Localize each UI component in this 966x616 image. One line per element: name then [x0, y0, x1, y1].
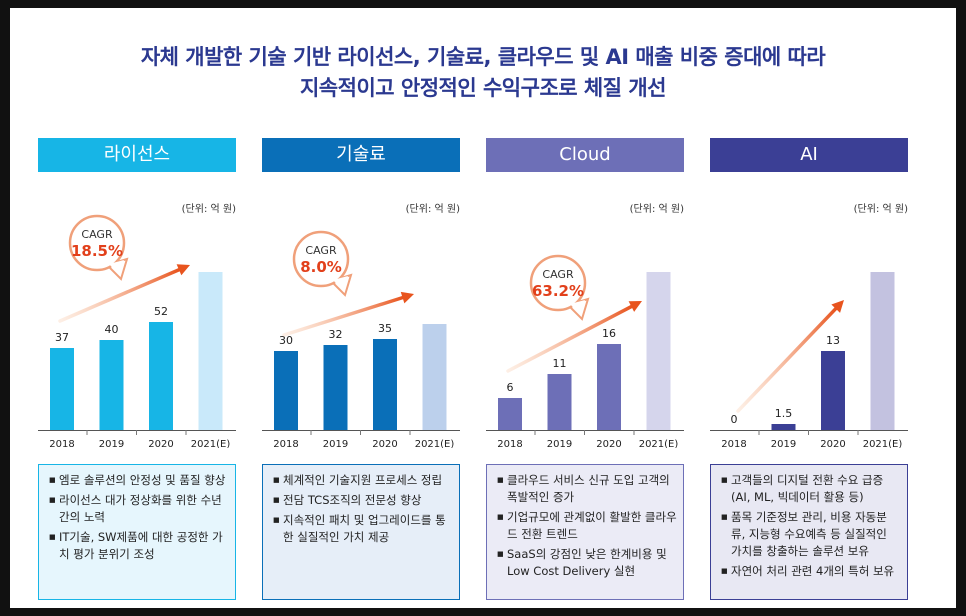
x-tick-label: 2021(E): [191, 439, 231, 448]
bullet-item: 기업규모에 관계없이 활발한 클라우드 전환 트렌드: [497, 509, 677, 543]
trend-arrowhead: [176, 264, 190, 276]
data-label: 16: [602, 327, 616, 340]
data-label: 35: [378, 322, 392, 335]
tab-title: AI: [710, 138, 908, 172]
x-tick-label: 2021(E): [415, 439, 455, 448]
bar: [99, 340, 124, 430]
panel-ai: AI (단위: 억 원) 0 2018 1.5 2019 13 2020 2021(E) 고…: [710, 138, 908, 600]
x-tick-label: 2020: [148, 439, 173, 448]
bullet-item: 클라우드 서비스 신규 도입 고객의 폭발적인 증가: [497, 472, 677, 506]
trend-arrowhead: [628, 301, 642, 312]
x-tick-label: 2018: [497, 439, 522, 448]
bullet-item: SaaS의 강점인 낮은 한계비용 및 Low Cost Delivery 실현: [497, 546, 677, 580]
tab-title: Cloud: [486, 138, 684, 172]
trend-arrow: [282, 295, 405, 337]
cagr-value: 18.5%: [71, 242, 123, 260]
x-tick-label: 2021(E): [863, 439, 903, 448]
cagr-bubble: [68, 214, 126, 272]
bar-forecast: [646, 272, 671, 430]
bar: [547, 374, 572, 430]
data-label: 13: [826, 334, 840, 347]
x-tick-label: 2020: [596, 439, 621, 448]
bar: [149, 322, 173, 430]
bar-chart: 0 2018 1.5 2019 13 2020 2021(E): [710, 272, 908, 448]
bullet-box: 체계적인 기술지원 프로세스 정립 전담 TCS조직의 전문성 향상 지속적인 …: [262, 464, 460, 600]
bar: [274, 351, 298, 430]
data-label: 11: [553, 357, 567, 370]
cagr-label: CAGR: [81, 228, 113, 241]
trend-arrowhead: [400, 291, 414, 304]
data-label: 32: [329, 328, 343, 341]
trend-arrow: [736, 306, 838, 413]
x-tick-label: 2019: [99, 439, 124, 448]
bar: [50, 348, 74, 430]
bar-forecast: [422, 324, 447, 430]
bullet-item: 자연어 처리 관련 4개의 특허 보유: [721, 563, 901, 580]
bar: [771, 424, 796, 430]
data-label: 30: [279, 334, 293, 347]
headline: 자체 개발한 기술 기반 라이선스, 기술료, 클라우드 및 AI 매출 비중 …: [10, 42, 956, 104]
bullet-item: 엠로 솔루션의 안정성 및 품질 향상: [49, 472, 229, 489]
bar-forecast: [198, 272, 223, 430]
bar: [373, 339, 397, 430]
bullet-box: 엠로 솔루션의 안정성 및 품질 향상 라이선스 대가 정상화를 위한 수년간의…: [38, 464, 236, 600]
bullet-item: 지속적인 패치 및 업그레이드를 통한 실질적인 가치 제공: [273, 512, 453, 546]
x-tick-label: 2018: [273, 439, 298, 448]
slide: 자체 개발한 기술 기반 라이선스, 기술료, 클라우드 및 AI 매출 비중 …: [10, 8, 956, 608]
bullet-item: 라이선스 대가 정상화를 위한 수년간의 노력: [49, 492, 229, 526]
data-label: 1.5: [775, 407, 793, 420]
bar: [821, 351, 845, 430]
cagr-label: CAGR: [542, 268, 574, 281]
cagr-bubble: [529, 254, 587, 312]
cagr-bubble: [292, 230, 350, 288]
data-label: 37: [55, 331, 69, 344]
x-tick-label: 2018: [721, 439, 746, 448]
trend-arrow: [506, 304, 634, 373]
bullet-item: 고객들의 디지털 전환 수요 급증 (AI, ML, 빅데이터 활용 등): [721, 472, 901, 506]
unit-label: (단위: 억 원): [629, 204, 684, 215]
headline-line-2: 지속적이고 안정적인 수익구조로 체질 개선: [299, 76, 667, 100]
bar: [323, 345, 348, 430]
x-tick-label: 2021(E): [639, 439, 679, 448]
unit-label: (단위: 억 원): [405, 204, 460, 215]
bullet-item: 전담 TCS조직의 전문성 향상: [273, 492, 453, 509]
trend-arrowhead: [831, 300, 844, 313]
unit-label: (단위: 억 원): [853, 204, 908, 215]
bar-forecast: [870, 272, 895, 430]
bullet-item: 체계적인 기술지원 프로세스 정립: [273, 472, 453, 489]
trend-arrow: [58, 267, 181, 323]
unit-label: (단위: 억 원): [181, 204, 236, 215]
bullet-item: 품목 기준정보 관리, 비용 자동분류, 지능형 수요예측 등 실질적인 가치를…: [721, 509, 901, 560]
data-label: 40: [105, 323, 119, 336]
x-tick-label: 2019: [547, 439, 572, 448]
data-label: 0: [731, 413, 738, 426]
tab-title: 라이선스: [38, 138, 236, 172]
x-tick-label: 2018: [49, 439, 74, 448]
data-label: 6: [507, 381, 514, 394]
bullet-box: 고객들의 디지털 전환 수요 급증 (AI, ML, 빅데이터 활용 등) 품목…: [710, 464, 908, 600]
cagr-value: 63.2%: [532, 282, 584, 300]
x-tick-label: 2020: [820, 439, 845, 448]
headline-line-1: 자체 개발한 기술 기반 라이선스, 기술료, 클라우드 및 AI 매출 비중 …: [140, 45, 826, 69]
cagr-value: 8.0%: [300, 258, 342, 276]
panel-cloud: Cloud (단위: 억 원) 6 2018 11 2019 16 2020 2021(E)…: [486, 138, 684, 600]
bar: [498, 398, 522, 430]
bullet-box: 클라우드 서비스 신규 도입 고객의 폭발적인 증가 기업규모에 관계없이 활발…: [486, 464, 684, 600]
x-tick-label: 2020: [372, 439, 397, 448]
bar: [597, 344, 621, 430]
panel-license: 라이선스 (단위: 억 원) 37 2018 40 2019 52 2020 2021(E)…: [38, 138, 236, 600]
x-tick-label: 2019: [323, 439, 348, 448]
cagr-bubble-tail-fill: [570, 300, 585, 315]
bullet-item: IT기술, SW제품에 대한 공정한 가치 평가 분위기 조성: [49, 529, 229, 563]
cagr-bubble-tail-fill: [333, 276, 348, 291]
cagr-label: CAGR: [305, 244, 337, 257]
cagr-bubble-tail-fill: [109, 260, 124, 275]
x-tick-label: 2019: [771, 439, 796, 448]
panel-tech-fee: 기술료 (단위: 억 원) 30 2018 32 2019 35 2020 2021(E) C…: [262, 138, 460, 600]
data-label: 52: [154, 305, 168, 318]
tab-title: 기술료: [262, 138, 460, 172]
